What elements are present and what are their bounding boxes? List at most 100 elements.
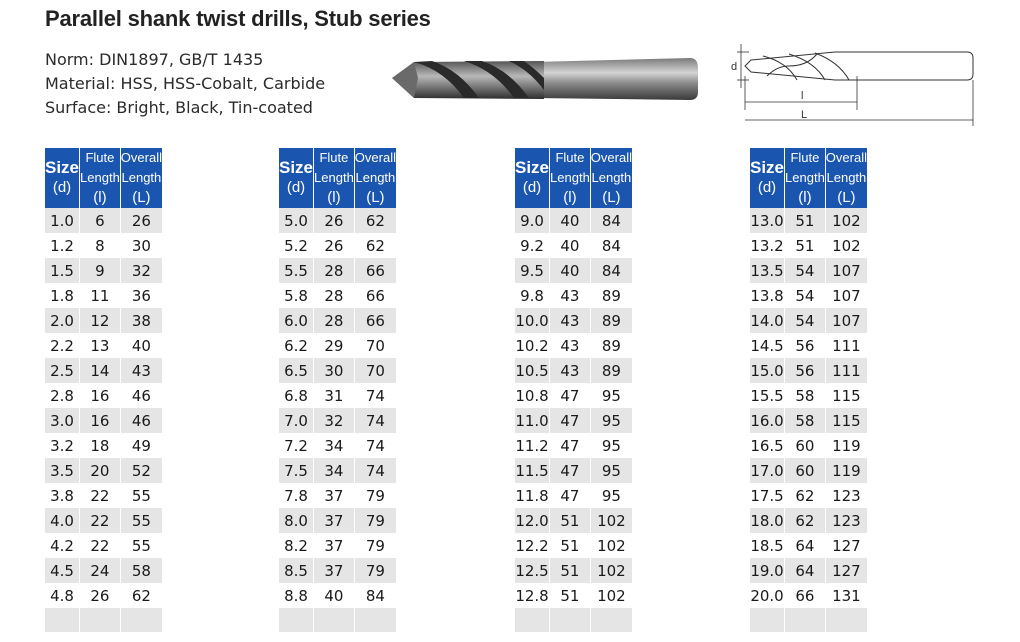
flute-length-cell: 43 (550, 333, 591, 358)
blank-cell (354, 608, 396, 632)
overall-length-header-unit: (L) (132, 189, 151, 206)
table-row: 5.0 26 62 (279, 208, 396, 233)
table-row: 12.8 51 102 (515, 583, 632, 608)
flute-length-cell: 54 (785, 308, 826, 333)
blank-cell (750, 608, 786, 632)
overall-length-header-unit: (L) (837, 189, 856, 206)
overall-length-cell: 115 (825, 383, 867, 408)
overall-length-cell: 89 (590, 358, 632, 383)
size-cell: 3.8 (45, 483, 81, 508)
size-cell: 16.0 (750, 408, 786, 433)
table-row: 7.0 32 74 (279, 408, 396, 433)
overall-length-cell: 102 (825, 208, 867, 233)
overall-length-label: L (801, 109, 807, 121)
table-row: 10.5 43 89 (515, 358, 632, 383)
blank-cell (279, 608, 315, 632)
overall-length-cell: 40 (120, 333, 162, 358)
flute-length-header: Flute Length (l) (80, 148, 121, 208)
blank-cell (785, 608, 826, 632)
table-row: 12.5 51 102 (515, 558, 632, 583)
flute-length-cell: 56 (785, 333, 826, 358)
overall-length-cell: 36 (120, 283, 162, 308)
overall-length-cell: 46 (120, 408, 162, 433)
size-cell: 8.8 (279, 583, 315, 608)
overall-length-cell: 38 (120, 308, 162, 333)
size-cell: 8.2 (279, 533, 315, 558)
size-cell: 5.8 (279, 283, 315, 308)
flute-length-cell: 51 (785, 208, 826, 233)
size-cell: 9.2 (515, 233, 551, 258)
drill-photo (392, 58, 698, 100)
flute-length-cell: 26 (80, 583, 121, 608)
overall-length-cell: 52 (120, 458, 162, 483)
flute-length-cell: 47 (550, 483, 591, 508)
flute-length-cell: 56 (785, 358, 826, 383)
size-table-3: Size (d) Flute Length (l) Overall Length (L) 9… (515, 148, 632, 632)
flute-length-cell: 37 (314, 508, 355, 533)
drill-diagram: d l L (731, 44, 974, 126)
table-row: 12.0 51 102 (515, 508, 632, 533)
flute-length-cell: 37 (314, 533, 355, 558)
size-table-2: Size (d) Flute Length (l) Overall Length (L) 5… (279, 148, 396, 632)
table-row: 10.2 43 89 (515, 333, 632, 358)
overall-length-cell: 111 (825, 358, 867, 383)
overall-length-cell: 115 (825, 408, 867, 433)
size-cell: 1.2 (45, 233, 81, 258)
header-row: Size (d) Flute Length (l) Overall Length (L) (515, 148, 632, 208)
table-row: 16.0 58 115 (750, 408, 867, 433)
overall-length-cell: 95 (590, 433, 632, 458)
overall-length-cell: 111 (825, 333, 867, 358)
size-cell: 14.5 (750, 333, 786, 358)
table-row: 8.5 37 79 (279, 558, 396, 583)
overall-length-cell: 95 (590, 483, 632, 508)
overall-length-cell: 102 (590, 533, 632, 558)
overall-length-cell: 84 (354, 583, 396, 608)
table-row: 7.5 34 74 (279, 458, 396, 483)
size-cell: 6.5 (279, 358, 315, 383)
flute-length-cell: 11 (80, 283, 121, 308)
overall-length-cell: 66 (354, 258, 396, 283)
overall-length-cell: 79 (354, 483, 396, 508)
blank-cell (550, 608, 591, 632)
flute-length-cell: 6 (80, 208, 121, 233)
overall-length-cell: 32 (120, 258, 162, 283)
flute-length-cell: 47 (550, 383, 591, 408)
table-row: 16.5 60 119 (750, 433, 867, 458)
table-row: 5.5 28 66 (279, 258, 396, 283)
flute-length-cell: 16 (80, 383, 121, 408)
table-row: 9.2 40 84 (515, 233, 632, 258)
overall-length-cell: 30 (120, 233, 162, 258)
overall-length-cell: 95 (590, 383, 632, 408)
overall-length-cell: 74 (354, 408, 396, 433)
flute-length-header-label: Flute Length (80, 150, 120, 185)
flute-length-cell: 34 (314, 458, 355, 483)
size-cell: 18.0 (750, 508, 786, 533)
size-cell: 7.0 (279, 408, 315, 433)
surface-text: Surface: Bright, Black, Tin-coated (45, 98, 313, 117)
flute-length-cell: 43 (550, 308, 591, 333)
size-cell: 12.0 (515, 508, 551, 533)
overall-length-cell: 26 (120, 208, 162, 233)
flute-length-header-label: Flute Length (550, 150, 590, 185)
page-title: Parallel shank twist drills, Stub series (45, 6, 431, 31)
size-cell: 9.5 (515, 258, 551, 283)
overall-length-header-label: Overall Length (590, 150, 632, 185)
overall-length-cell: 55 (120, 508, 162, 533)
table-row: 17.5 62 123 (750, 483, 867, 508)
flute-length-cell: 22 (80, 483, 121, 508)
size-header-label: Size (45, 158, 80, 177)
table-row: 6.8 31 74 (279, 383, 396, 408)
size-header: Size (d) (279, 148, 315, 208)
table-row: 1.2 8 30 (45, 233, 162, 258)
size-cell: 8.0 (279, 508, 315, 533)
flute-length-header-unit: (l) (327, 189, 341, 206)
table-row: 7.2 34 74 (279, 433, 396, 458)
size-cell: 9.0 (515, 208, 551, 233)
overall-length-cell: 89 (590, 333, 632, 358)
size-cell: 13.0 (750, 208, 786, 233)
overall-length-cell: 84 (590, 233, 632, 258)
overall-length-cell: 62 (120, 583, 162, 608)
flute-length-cell: 20 (80, 458, 121, 483)
overall-length-cell: 74 (354, 383, 396, 408)
size-cell: 20.0 (750, 583, 786, 608)
